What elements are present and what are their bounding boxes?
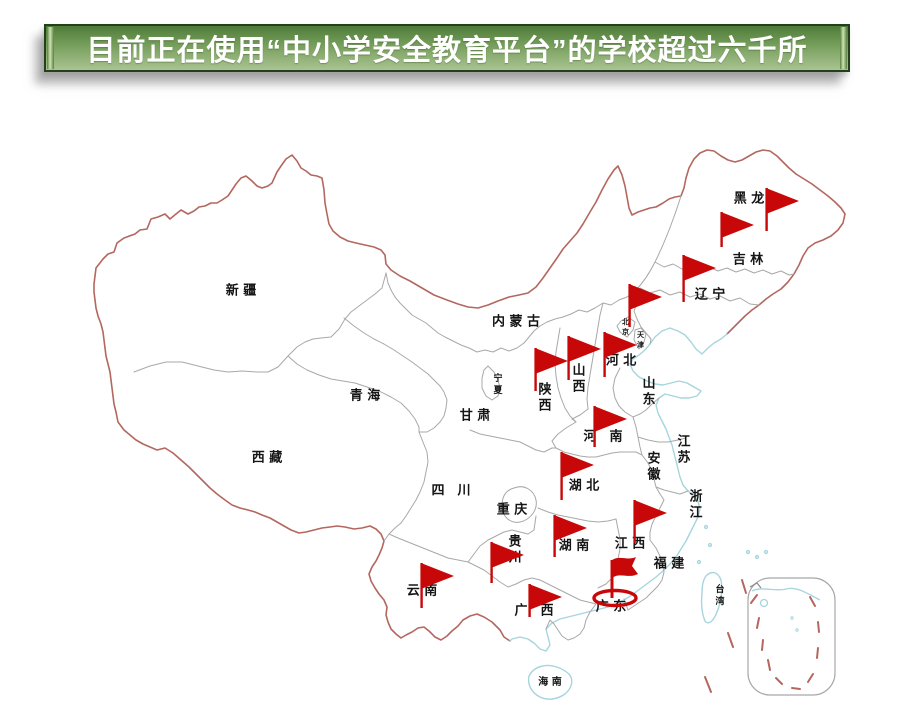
province-label-guangxi: 广 西	[514, 603, 554, 619]
flag-shanxi	[567, 335, 605, 387]
banner-bevel-left	[47, 27, 54, 69]
province-label-hubei: 湖 北	[568, 478, 600, 494]
flag-hebei-north	[628, 283, 666, 334]
province-label-heilongjiang: 黑 龙	[733, 191, 765, 207]
flag-icon	[528, 584, 562, 617]
flag-heilongjiang	[765, 187, 803, 238]
flag-icon	[628, 284, 662, 327]
flag-beijing	[603, 331, 641, 384]
flag-icon	[490, 542, 524, 583]
flag-guangxi	[528, 583, 566, 624]
flag-icon	[593, 406, 627, 447]
banner: 目前正在使用“中小学安全教育平台”的学校超过六千所	[44, 24, 850, 72]
province-label-hebei: 河 北	[605, 353, 637, 369]
national-border	[93, 149, 846, 642]
nine-dash-line	[750, 594, 820, 690]
flag-icon	[567, 336, 601, 380]
province-label-chongqing: 重 庆	[496, 502, 528, 518]
province-label-hunan: 湖 南	[558, 538, 590, 554]
flag-guizhou	[490, 541, 528, 590]
province-label-jilin: 吉 林	[732, 252, 764, 268]
flag-jilin	[720, 211, 758, 254]
flag-icon	[553, 515, 587, 557]
flag-icon	[420, 563, 454, 608]
inset-coastline	[751, 587, 821, 601]
province-label-zhejiang: 浙江	[686, 489, 702, 521]
flag-shaanxi	[534, 347, 572, 398]
south-china-sea-inset	[704, 577, 836, 696]
province-label-jiangxi: 江 西	[614, 536, 646, 552]
flag-icon	[560, 452, 594, 500]
hainan-island	[527, 664, 573, 700]
flag-icon	[682, 255, 716, 302]
banner-bevel-right	[840, 27, 847, 69]
province-label-hainan: 海 南	[538, 677, 562, 688]
province-label-liaoning: 辽 宁	[694, 287, 726, 303]
flag-liaoning	[682, 254, 720, 309]
province-label-xizang: 西 藏	[251, 450, 283, 466]
province-label-neimenggu: 内 蒙 古	[491, 314, 541, 330]
province-label-qinghai: 青 海	[349, 388, 381, 404]
province-label-gansu: 甘 肃	[459, 408, 491, 424]
province-label-jiangsu: 江苏	[674, 434, 690, 466]
province-label-sichuan: 四 川	[431, 483, 471, 499]
province-label-shanxi: 山西	[569, 363, 585, 395]
province-label-anhui: 安徽	[644, 451, 660, 483]
flag-icon	[603, 332, 637, 377]
inset-coast-hook	[749, 582, 762, 589]
flag-hunan	[553, 514, 591, 564]
province-label-xinjiang: 新 疆	[225, 283, 257, 299]
flag-icon	[534, 348, 568, 391]
flag-guangdong-special	[591, 553, 643, 614]
province-label-henan: 河 南	[583, 429, 623, 445]
flag-yunnan	[420, 562, 458, 615]
dash-segments-outside	[704, 579, 747, 693]
flag-icon	[765, 188, 799, 231]
inset-island	[759, 598, 769, 608]
flag-icon	[720, 212, 754, 247]
islands	[527, 524, 769, 700]
province-label-fujian: 福 建	[653, 556, 685, 572]
province-label-shandong: 山东	[639, 376, 655, 408]
province-label-taiwan: 台湾	[713, 584, 724, 608]
province-label-tianjin: 天津	[636, 331, 646, 351]
waving-flag-icon	[592, 557, 638, 608]
banner-title: 目前正在使用“中小学安全教育平台”的学校超过六千所	[86, 35, 808, 67]
coastline	[509, 327, 728, 652]
province-label-ningxia: 宁夏	[491, 373, 502, 397]
province-label-beijing: 北京	[621, 318, 631, 338]
province-label-shaanxi: 陕西	[535, 382, 551, 414]
flag-jiangxi	[633, 499, 671, 550]
flag-icon	[633, 500, 667, 543]
flag-henan	[593, 405, 631, 454]
flag-hubei	[560, 451, 598, 507]
taiwan-island	[700, 571, 723, 624]
